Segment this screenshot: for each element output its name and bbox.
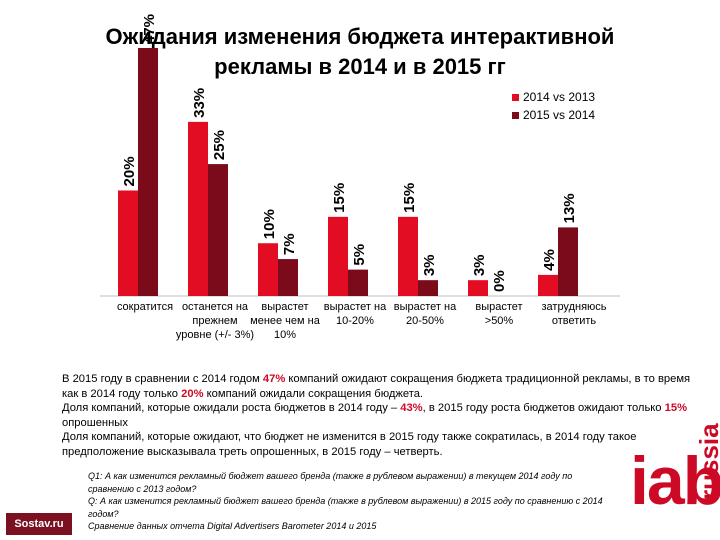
sostav-logo: Sostav.ru	[6, 513, 72, 535]
highlight-value: 15%	[664, 402, 688, 414]
description-text: Доля компаний, которые ожидали роста бюд…	[62, 402, 401, 414]
description: В 2015 году в сравнении с 2014 годом 47%…	[62, 372, 692, 459]
bar-2014-0	[118, 190, 138, 296]
legend-swatch-2015	[512, 111, 519, 119]
legend-label-2015: 2015 vs 2014	[523, 108, 596, 122]
bar-2015-4	[418, 280, 438, 296]
bar-2015-1	[208, 164, 228, 296]
value-label: 0%	[491, 270, 508, 292]
category-label: сократится	[116, 301, 174, 313]
note-q2: Q: А как изменится рекламный бюджет ваше…	[88, 496, 603, 519]
category-label: вырастет на 20-50%	[393, 301, 457, 327]
value-label: 47%	[141, 14, 158, 44]
category-label: затрудняюсь ответить	[541, 301, 607, 327]
bar-2015-6	[558, 227, 578, 296]
highlight-value: 20%	[181, 387, 204, 400]
description-paragraph-2: Доля компаний, которые ожидали роста бюд…	[62, 401, 692, 430]
description-text: В 2015 году в сравнении с 2014 годом	[62, 373, 263, 385]
value-label: 4%	[541, 249, 558, 271]
bar-2015-3	[348, 269, 368, 296]
value-label: 15%	[331, 183, 348, 213]
description-paragraph-3: Доля компаний, которые ожидают, что бюдж…	[62, 431, 637, 458]
category-label: вырастет >50%	[475, 301, 523, 327]
description-text: компаний ожидают сокращения бюджета трад…	[62, 373, 691, 400]
bar-2014-3	[328, 216, 348, 296]
note-q1: Q1: А как изменится рекламный бюджет ваш…	[88, 471, 573, 494]
iab-russia-logo: russia	[694, 423, 720, 500]
legend-item-2014: 2014 vs 2013	[512, 88, 595, 106]
value-label: 10%	[261, 209, 278, 239]
value-label: 33%	[191, 88, 208, 118]
legend: 2014 vs 2013 2015 vs 2014	[512, 88, 595, 124]
description-text: , в 2015 году роста бюджетов ожидают тол…	[422, 402, 665, 414]
category-label: вырастет менее чем на 10%	[250, 301, 320, 341]
note-source: Сравнение данных отчета Digital Advertis…	[88, 521, 377, 531]
iab-logo: iab	[630, 443, 720, 519]
legend-label-2014: 2014 vs 2013	[523, 90, 596, 104]
value-label: 20%	[121, 156, 138, 186]
bar-2015-0	[138, 48, 158, 296]
category-label: вырастет на 10-20%	[323, 301, 387, 327]
bar-2015-2	[278, 259, 298, 296]
bar-2014-2	[258, 243, 278, 296]
description-paragraph-1: В 2015 году в сравнении с 2014 годом 47%…	[62, 372, 692, 401]
description-text: компаний ожидали сокращения бюджета.	[203, 387, 424, 400]
chart-title: Ожидания изменения бюджета интерактивной…	[105, 24, 615, 79]
highlight-value: 43%	[400, 402, 423, 414]
value-label: 13%	[561, 193, 578, 223]
value-label: 15%	[401, 183, 418, 213]
value-label: 5%	[351, 244, 368, 266]
category-label: останется на прежнем уровне (+/- 3%)	[175, 301, 255, 341]
bar-chart: 20%47%33%25%10%7%15%5%15%3% 3%0%4%13%	[100, 14, 620, 297]
value-label: 25%	[211, 130, 228, 160]
bar-2014-6	[538, 274, 558, 296]
value-label: 7%	[281, 233, 298, 255]
bar-2014-4	[398, 216, 418, 296]
legend-item-2015: 2015 vs 2014	[512, 106, 595, 124]
value-label: 3%	[421, 254, 438, 276]
survey-notes: Q1: А как изменится рекламный бюджет ваш…	[88, 470, 608, 533]
value-label: 3%	[471, 254, 488, 276]
bar-2014-1	[188, 121, 208, 296]
bar-2014-5	[468, 280, 488, 296]
legend-swatch-2014	[512, 93, 519, 101]
highlight-value: 47%	[262, 373, 286, 385]
description-text: опрошенных	[62, 416, 128, 429]
